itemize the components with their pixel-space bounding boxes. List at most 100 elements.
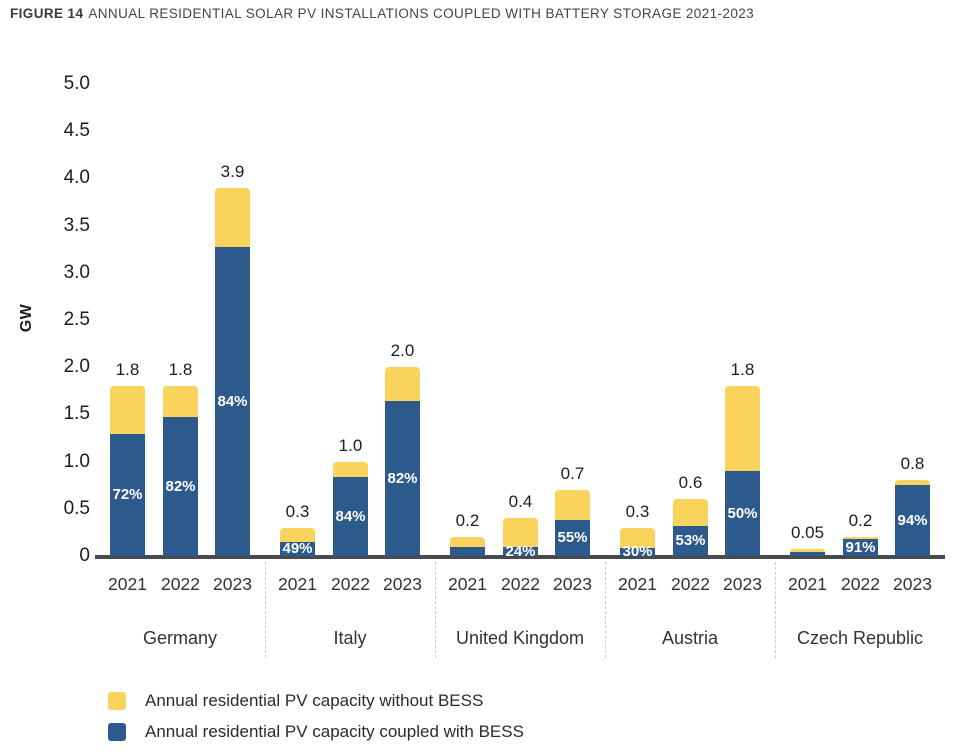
bar-segment-without-bess bbox=[895, 480, 930, 485]
bar-total-label: 0.2 bbox=[455, 511, 480, 530]
country-label: Germany bbox=[142, 628, 218, 648]
bar-percent-label: 53% bbox=[675, 532, 706, 549]
bar-total-label: 0.3 bbox=[625, 502, 650, 521]
bar-segment-with-bess bbox=[385, 401, 420, 556]
bar-segment-with-bess bbox=[163, 417, 198, 556]
year-label: 2021 bbox=[448, 574, 487, 594]
year-label: 2021 bbox=[618, 574, 657, 594]
year-label: 2023 bbox=[213, 574, 252, 594]
bar-segment-without-bess bbox=[790, 549, 825, 552]
bar-segment-without-bess bbox=[215, 188, 250, 247]
bar-segment-without-bess bbox=[620, 528, 655, 548]
bar-segment-without-bess bbox=[725, 386, 760, 471]
bar-percent-label: 55% bbox=[557, 529, 588, 546]
legend-item-with-bess: Annual residential PV capacity coupled w… bbox=[108, 722, 524, 742]
y-axis-tick-label: 1.5 bbox=[63, 403, 90, 425]
bar-segment-without-bess bbox=[450, 537, 485, 547]
bar-segment-with-bess bbox=[620, 548, 655, 556]
legend-swatch-without-bess-icon bbox=[108, 692, 126, 710]
bar-percent-label: 24% bbox=[505, 543, 536, 560]
country-label: United Kingdom bbox=[455, 628, 585, 648]
bar-percent-label: 84% bbox=[217, 393, 248, 410]
group-separator bbox=[775, 562, 776, 658]
country-label: Czech Republic bbox=[796, 628, 924, 648]
legend-item-without-bess: Annual residential PV capacity without B… bbox=[108, 691, 483, 711]
year-label: 2023 bbox=[723, 574, 762, 594]
bar-segment-with-bess bbox=[503, 547, 538, 556]
bar-segment-with-bess bbox=[555, 520, 590, 556]
bar-segment-with-bess bbox=[450, 547, 485, 556]
bar-segment-without-bess bbox=[555, 490, 590, 520]
y-axis-tick-label: 4.5 bbox=[63, 120, 90, 142]
bar-segment-without-bess bbox=[673, 499, 708, 526]
bar-percent-label: 72% bbox=[112, 486, 143, 503]
bar-segment-with-bess bbox=[110, 434, 145, 556]
bar-percent-label: 82% bbox=[165, 478, 196, 495]
year-label: 2022 bbox=[671, 574, 710, 594]
bar-total-label: 3.9 bbox=[220, 162, 245, 181]
bar-segment-without-bess bbox=[163, 386, 198, 417]
year-label: 2021 bbox=[788, 574, 827, 594]
bar-total-label: 2.0 bbox=[390, 341, 415, 360]
bar-total-label: 0.8 bbox=[900, 454, 925, 473]
figure-title-text: ANNUAL RESIDENTIAL SOLAR PV INSTALLATION… bbox=[88, 6, 755, 21]
year-label: 2023 bbox=[553, 574, 592, 594]
figure-title: FIGURE 14 ANNUAL RESIDENTIAL SOLAR PV INS… bbox=[10, 6, 754, 21]
bar-total-label: 0.3 bbox=[285, 502, 310, 521]
year-label: 2023 bbox=[893, 574, 932, 594]
bar-percent-label: 50% bbox=[727, 505, 758, 522]
bar-percent-label: 91% bbox=[845, 539, 876, 556]
bar-segment-without-bess bbox=[110, 386, 145, 434]
bar-segment-with-bess bbox=[790, 552, 825, 556]
y-axis-tick-label: 5.0 bbox=[63, 73, 90, 94]
bar-segment-with-bess bbox=[673, 526, 708, 556]
bar-segment-with-bess bbox=[280, 542, 315, 556]
bar-total-label: 0.7 bbox=[560, 464, 585, 483]
y-axis-tick-label: 2.5 bbox=[63, 309, 90, 330]
legend-swatch-with-bess-icon bbox=[108, 723, 126, 741]
bar-segment-without-bess bbox=[333, 462, 368, 477]
figure-number-label: FIGURE 14 bbox=[10, 6, 84, 21]
bar-percent-label: 94% bbox=[897, 512, 928, 529]
bar-percent-label: 84% bbox=[335, 508, 366, 525]
bar-percent-label: 49% bbox=[282, 540, 313, 557]
x-axis-line bbox=[95, 555, 945, 559]
y-axis-tick-label: 2.0 bbox=[63, 356, 90, 378]
legend-label-without-bess: Annual residential PV capacity without B… bbox=[145, 691, 484, 710]
bar-total-label: 0.6 bbox=[678, 473, 703, 492]
country-label: Austria bbox=[661, 628, 719, 648]
y-axis-tick-label: 0 bbox=[79, 545, 90, 566]
bar-segment-with-bess bbox=[843, 539, 878, 556]
year-label: 2022 bbox=[331, 574, 370, 594]
bar-segment-with-bess bbox=[725, 471, 760, 556]
bar-segment-without-bess bbox=[503, 518, 538, 547]
y-axis-tick-label: 3.0 bbox=[63, 261, 90, 283]
y-axis-tick-label: 4.0 bbox=[63, 167, 90, 189]
year-label: 2022 bbox=[161, 574, 200, 594]
bar-percent-label: 30% bbox=[622, 543, 653, 560]
bar-segment-with-bess bbox=[333, 477, 368, 556]
bar-total-label: 1.8 bbox=[168, 360, 193, 379]
legend-label-with-bess: Annual residential PV capacity coupled w… bbox=[145, 722, 524, 741]
bar-total-label: 1.8 bbox=[115, 360, 140, 379]
bar-segment-with-bess bbox=[215, 247, 250, 556]
bar-segment-without-bess bbox=[843, 537, 878, 539]
bar-total-label: 0.05 bbox=[790, 523, 825, 542]
year-label: 2022 bbox=[841, 574, 880, 594]
year-label: 2021 bbox=[108, 574, 147, 594]
bar-segment-without-bess bbox=[280, 528, 315, 542]
bar-total-label: 0.4 bbox=[508, 492, 533, 511]
y-axis-tick-label: 1.0 bbox=[63, 450, 90, 472]
y-axis-tick-label: 3.5 bbox=[63, 214, 90, 236]
bar-total-label: 0.2 bbox=[848, 511, 873, 530]
year-label: 2021 bbox=[278, 574, 317, 594]
group-separator bbox=[605, 562, 606, 658]
y-axis-tick-label: 0.5 bbox=[63, 497, 90, 519]
bar-percent-label: 82% bbox=[387, 470, 418, 487]
bar-total-label: 1.8 bbox=[730, 360, 755, 379]
country-label: Italy bbox=[333, 628, 367, 648]
bar-total-label: 1.0 bbox=[338, 436, 363, 455]
year-label: 2022 bbox=[501, 574, 540, 594]
group-separator bbox=[435, 562, 436, 658]
group-separator bbox=[265, 562, 266, 658]
